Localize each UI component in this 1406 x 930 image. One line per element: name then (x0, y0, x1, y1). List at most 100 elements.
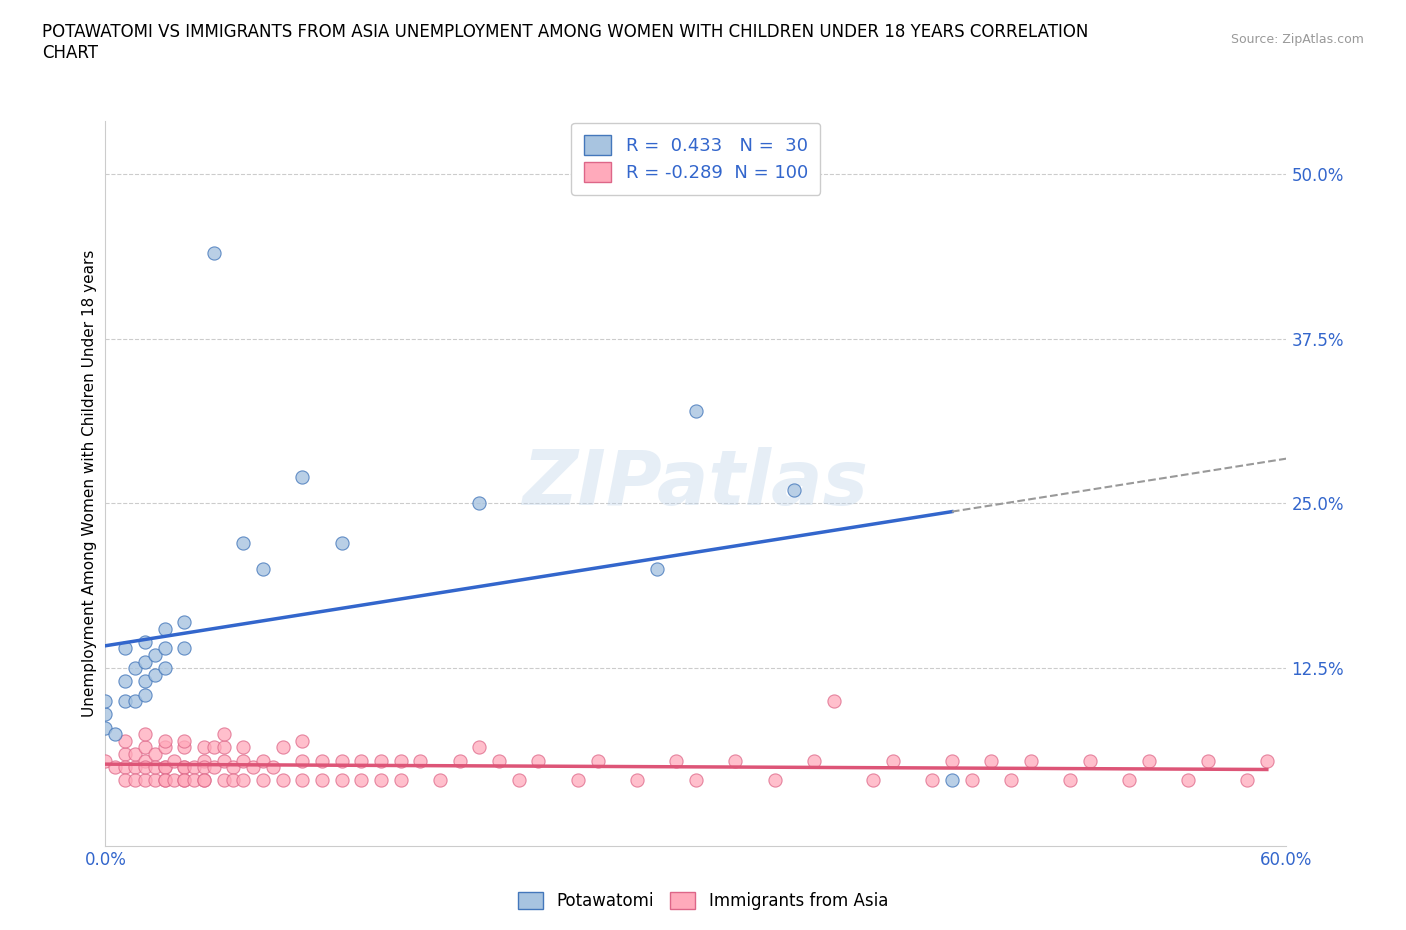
Point (114, 734, 136, 749)
Point (291, 470, 314, 485)
Point (124, 760, 146, 775)
Point (153, 740, 176, 755)
Point (449, 753, 471, 768)
Point (252, 773, 274, 788)
Point (153, 760, 176, 775)
Point (134, 740, 156, 755)
Point (143, 773, 166, 788)
Point (389, 753, 412, 768)
Point (1236, 773, 1258, 788)
Point (271, 740, 294, 755)
Point (567, 773, 589, 788)
Point (134, 760, 156, 775)
Point (1177, 773, 1199, 788)
Point (1059, 773, 1081, 788)
Point (468, 496, 491, 511)
Point (1137, 753, 1160, 768)
Point (114, 641, 136, 656)
Point (193, 760, 215, 775)
Point (271, 773, 294, 788)
Point (183, 760, 205, 775)
Point (104, 760, 127, 775)
Point (252, 562, 274, 577)
Point (1256, 753, 1278, 768)
Point (330, 536, 353, 551)
Point (626, 773, 648, 788)
Point (193, 773, 215, 788)
Point (389, 773, 412, 788)
Point (94, 707, 117, 722)
Point (173, 760, 195, 775)
Point (262, 760, 284, 775)
Text: ZIPatlas: ZIPatlas (523, 446, 869, 521)
Point (665, 753, 688, 768)
Point (409, 753, 432, 768)
Point (94, 753, 117, 768)
Point (921, 773, 943, 788)
Point (173, 773, 195, 788)
Point (212, 773, 235, 788)
Point (242, 760, 264, 775)
Point (124, 773, 146, 788)
Point (1000, 773, 1022, 788)
Point (153, 621, 176, 636)
Point (685, 404, 707, 418)
Point (330, 773, 353, 788)
Legend: Potawatomi, Immigrants from Asia: Potawatomi, Immigrants from Asia (512, 885, 894, 917)
Point (222, 773, 245, 788)
Legend: R =  0.433   N =  30, R = -0.289  N = 100: R = 0.433 N = 30, R = -0.289 N = 100 (571, 123, 821, 195)
Point (311, 753, 333, 768)
Point (173, 615, 195, 630)
Point (980, 753, 1002, 768)
Point (291, 773, 314, 788)
Point (941, 773, 963, 788)
Point (1118, 773, 1140, 788)
Point (94, 694, 117, 709)
Point (173, 740, 195, 755)
Point (173, 773, 195, 788)
Point (134, 687, 156, 702)
Point (232, 740, 254, 755)
Point (134, 654, 156, 669)
Point (1078, 753, 1101, 768)
Point (193, 753, 215, 768)
Point (114, 747, 136, 762)
Point (143, 647, 166, 662)
Point (350, 773, 373, 788)
Point (232, 536, 254, 551)
Point (252, 753, 274, 768)
Point (124, 694, 146, 709)
Point (645, 562, 668, 577)
Point (163, 773, 186, 788)
Point (586, 753, 609, 768)
Point (291, 734, 314, 749)
Point (1019, 753, 1042, 768)
Point (114, 773, 136, 788)
Point (134, 674, 156, 689)
Point (114, 760, 136, 775)
Point (114, 694, 136, 709)
Point (1197, 753, 1219, 768)
Point (862, 773, 884, 788)
Point (153, 734, 176, 749)
Point (724, 753, 747, 768)
Point (94, 720, 117, 735)
Point (202, 246, 225, 260)
Point (134, 753, 156, 768)
Point (183, 773, 205, 788)
Point (104, 726, 127, 741)
Point (153, 661, 176, 676)
Point (153, 773, 176, 788)
Point (941, 753, 963, 768)
Point (173, 641, 195, 656)
Point (508, 773, 530, 788)
Point (468, 740, 491, 755)
Point (173, 760, 195, 775)
Point (212, 753, 235, 768)
Point (134, 773, 156, 788)
Point (291, 753, 314, 768)
Point (143, 668, 166, 683)
Text: POTAWATOMI VS IMMIGRANTS FROM ASIA UNEMPLOYMENT AMONG WOMEN WITH CHILDREN UNDER : POTAWATOMI VS IMMIGRANTS FROM ASIA UNEMP… (42, 23, 1088, 62)
Point (134, 634, 156, 649)
Point (311, 773, 333, 788)
